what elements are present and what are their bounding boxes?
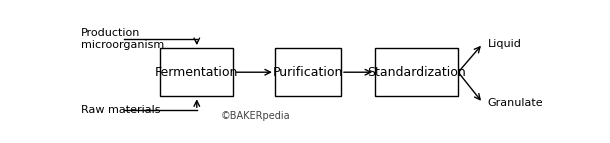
Text: Fermentation: Fermentation xyxy=(155,66,239,79)
Text: Standardization: Standardization xyxy=(367,66,466,79)
Bar xyxy=(274,48,341,96)
Bar xyxy=(375,48,458,96)
Text: Liquid: Liquid xyxy=(487,39,522,49)
Text: Purification: Purification xyxy=(273,66,343,79)
Text: Production
microorganism: Production microorganism xyxy=(81,28,164,50)
Text: Granulate: Granulate xyxy=(487,98,543,108)
Bar xyxy=(160,48,234,96)
Text: ©BAKERpedia: ©BAKERpedia xyxy=(220,111,290,121)
Text: Raw materials: Raw materials xyxy=(81,105,160,115)
